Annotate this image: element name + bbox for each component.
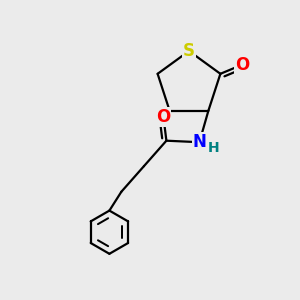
Text: H: H bbox=[208, 141, 220, 154]
Text: O: O bbox=[235, 56, 249, 74]
Text: O: O bbox=[156, 108, 170, 126]
Text: S: S bbox=[183, 42, 195, 60]
Text: N: N bbox=[193, 133, 206, 151]
